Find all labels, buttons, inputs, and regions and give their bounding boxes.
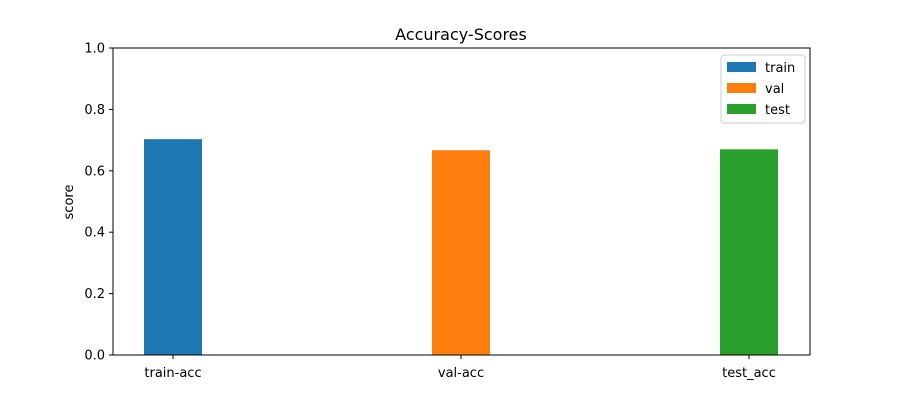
legend-swatch-train (727, 62, 756, 72)
y-tick-label: 0.4 (84, 226, 105, 241)
legend-label-val: val (765, 82, 784, 97)
y-tick-label: 1.0 (84, 42, 105, 57)
bar-test-test_acc (720, 149, 778, 355)
legend-label-test: test (765, 103, 790, 118)
x-tick-label: test_acc (722, 366, 776, 381)
x-tick-label: train-acc (144, 366, 201, 381)
y-tick-label: 0.6 (84, 164, 105, 179)
x-axis-ticks: train-acc val-acc test_acc (144, 355, 776, 381)
y-tick-label: 0.0 (84, 349, 105, 364)
bar-train-train-acc (144, 139, 202, 355)
legend: train val test (720, 54, 806, 124)
y-axis-label: score (62, 185, 77, 220)
legend-swatch-test (727, 104, 756, 114)
legend-label-train: train (765, 61, 795, 76)
bars-group (144, 139, 778, 355)
plot-frame (112, 47, 811, 356)
legend-swatch-val (727, 83, 756, 93)
bar-val-val-acc (432, 150, 490, 355)
chart-title: Accuracy-Scores (395, 25, 527, 44)
y-axis-ticks: 0.0 0.2 0.4 0.6 0.8 1.0 (84, 42, 113, 364)
x-tick-label: val-acc (438, 366, 484, 381)
y-tick-label: 0.2 (84, 287, 105, 302)
y-tick-label: 0.8 (84, 103, 105, 118)
